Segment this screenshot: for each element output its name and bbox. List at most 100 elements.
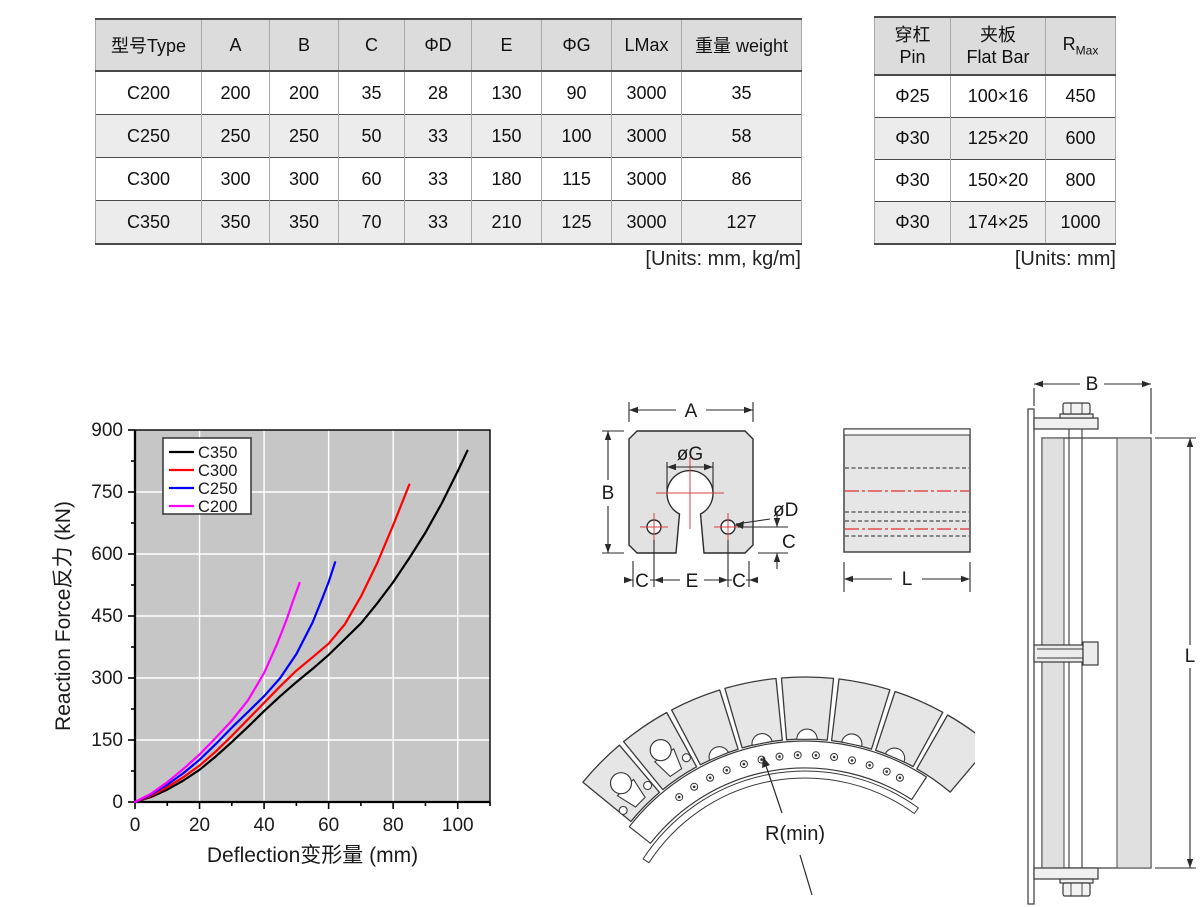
- side-view-diagram: L: [843, 428, 971, 592]
- legend-label: C350: [198, 444, 237, 462]
- accessory-table: 穿杠 Pin 夹板 Flat Bar RMax Φ25 100×16 450 Φ30 125×20…: [874, 16, 1116, 245]
- table-cell: 100×16: [950, 74, 1046, 118]
- table-cell: 33: [404, 114, 472, 158]
- table-row: Φ25 100×16 450: [874, 74, 1116, 118]
- top-strip: [843, 428, 971, 436]
- table-cell: 3000: [611, 114, 682, 158]
- svg-text:600: 600: [91, 544, 123, 565]
- table-cell: 350: [201, 200, 270, 244]
- column-header: 重量 weight: [681, 19, 802, 72]
- table-cell: Φ30: [874, 117, 951, 160]
- svg-text:900: 900: [91, 420, 123, 441]
- dimension-lines: [1033, 383, 1196, 869]
- dim-label-b: B: [1086, 374, 1099, 395]
- table-cell: 600: [1045, 117, 1116, 160]
- svg-text:750: 750: [91, 482, 123, 503]
- legend-label: C300: [198, 462, 237, 480]
- dim-label-c-bottom-left: C: [635, 571, 649, 592]
- svg-text:150: 150: [91, 730, 123, 751]
- middle-bar-end-cap: [1082, 641, 1099, 666]
- table-cell: 125: [541, 200, 612, 244]
- table-cell: 86: [681, 157, 802, 201]
- bottom-flat-bar: [1033, 867, 1099, 880]
- table-cell: 35: [681, 70, 802, 115]
- elevation-diagram: B L: [1027, 374, 1196, 905]
- svg-text:0: 0: [112, 792, 123, 813]
- block-notch: [841, 733, 863, 747]
- bottom-nut: [1062, 882, 1091, 897]
- block-pin-hole: [618, 805, 628, 815]
- band-rivet-center: [778, 755, 781, 758]
- dimension-arrows: [844, 575, 970, 583]
- reaction-force-chart: 0 20 40 60 80 1000150300450600750900C350C300C…: [52, 420, 491, 867]
- table-cell: 174×25: [950, 201, 1046, 244]
- svg-text:40: 40: [254, 815, 275, 836]
- bolt-facets: [1070, 403, 1083, 414]
- dim-label-c-bottom-right: C: [732, 571, 746, 592]
- band-rivet-center: [868, 763, 871, 767]
- top-flat-bar: [1033, 417, 1099, 430]
- middle-flat-bar: [1033, 644, 1084, 663]
- table-cell: 90: [541, 70, 612, 115]
- column-header: 夹板 Flat Bar: [950, 17, 1046, 76]
- table-cell: 115: [541, 157, 612, 201]
- column-header: 型号Type: [95, 19, 202, 72]
- column-header: RMax: [1045, 17, 1116, 76]
- nut-facets: [1070, 883, 1083, 896]
- dimension-lines: [843, 562, 971, 592]
- svg-text:20: 20: [189, 815, 210, 836]
- table-cell: 250: [201, 114, 270, 158]
- table-cell: 35: [338, 70, 405, 115]
- table-cell: 300: [201, 157, 270, 201]
- legend-label: C200: [198, 498, 237, 516]
- svg-text:450: 450: [91, 606, 123, 627]
- curved-installation-diagram: R(min): [582, 676, 975, 896]
- column-header: ΦG: [541, 19, 612, 72]
- spec-table-container: 型号Type A B C ΦD E ΦG LMax 重量 weight C200 200 200 35 2…: [95, 18, 802, 245]
- keyhole-circle: [649, 738, 672, 762]
- accessory-units-note: [Units: mm]: [1014, 248, 1116, 270]
- table-cell: 150×20: [950, 159, 1046, 202]
- column-header: LMax: [611, 19, 682, 72]
- series-C350: [133, 449, 469, 804]
- legend-label: C250: [198, 480, 237, 498]
- block-pin-hole: [681, 753, 691, 763]
- band-rivet-center: [725, 768, 728, 772]
- dim-label-dia-d: øD: [773, 500, 798, 521]
- table-row: C200 200 200 35 28 130 90 3000 35: [95, 70, 802, 115]
- table-cell: C350: [95, 200, 202, 244]
- table-row: Φ30 125×20 600: [874, 117, 1116, 160]
- block-notch: [708, 746, 730, 761]
- band-rivet-center: [708, 776, 712, 780]
- band-rivet-center: [760, 758, 763, 761]
- accessory-table-container: 穿杠 Pin 夹板 Flat Bar RMax Φ25 100×16 450 Φ30 125×20…: [874, 16, 1116, 245]
- series-C250: [133, 561, 337, 804]
- table-cell: 125×20: [950, 117, 1046, 160]
- x-axis-title: Deflection变形量 (mm): [207, 844, 418, 867]
- table-row: C300 300 300 60 33 180 115 3000 86: [95, 157, 802, 201]
- table-cell: 1000: [1045, 201, 1116, 244]
- gridlines: [135, 430, 490, 802]
- column-header: B: [269, 19, 339, 72]
- leader-arrowhead: [762, 757, 770, 768]
- dim-label-c-right: C: [782, 532, 796, 553]
- table-cell: 450: [1045, 74, 1116, 118]
- table-cell: 200: [201, 70, 270, 115]
- table-cell: 3000: [611, 157, 682, 201]
- radius-min-label: R(min): [765, 823, 825, 845]
- table-cell: Φ30: [874, 201, 951, 244]
- table-cell: 200: [269, 70, 339, 115]
- band-rivet-center: [814, 754, 818, 757]
- band-rivet-center: [850, 759, 854, 762]
- table-cell: 300: [269, 157, 339, 201]
- table-cell: C300: [95, 157, 202, 201]
- tick-marks: [128, 429, 491, 809]
- band-rivet-center: [796, 753, 799, 757]
- wall-plate: [1027, 408, 1035, 905]
- block-notch: [884, 747, 906, 763]
- band-rivet-center: [898, 776, 902, 780]
- table-cell: Φ25: [874, 74, 951, 118]
- table-row: Φ30 150×20 800: [874, 159, 1116, 202]
- svg-text:300: 300: [91, 668, 123, 689]
